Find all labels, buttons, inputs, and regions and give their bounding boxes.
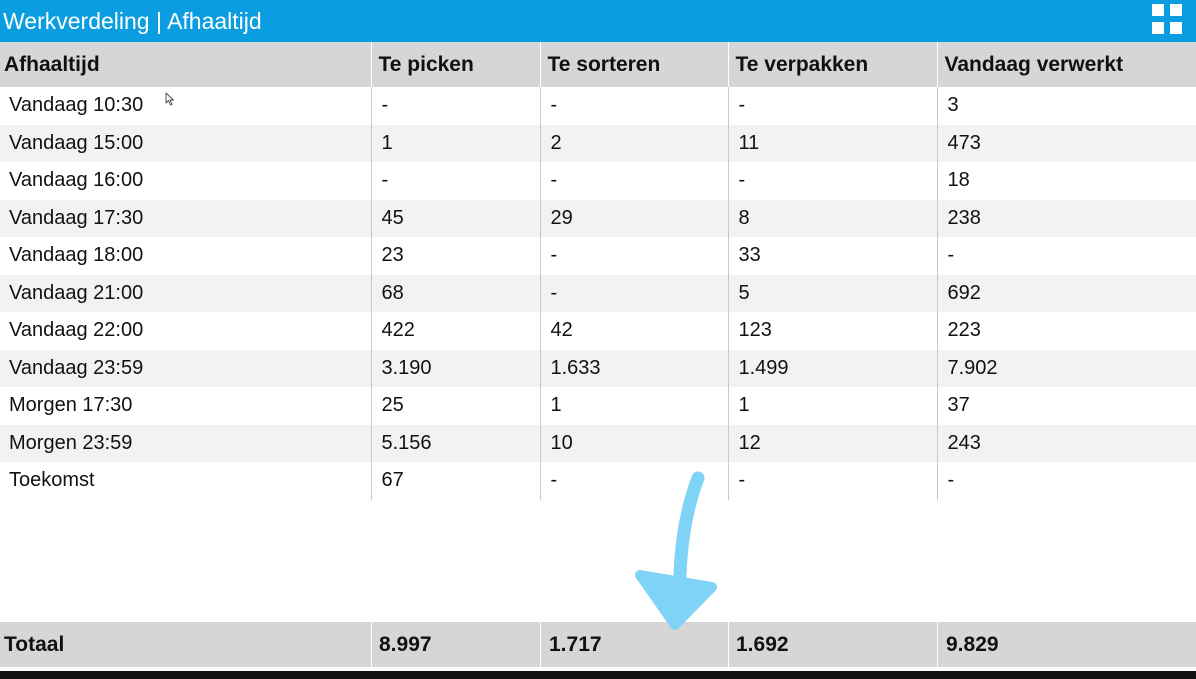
cell-to-pack: 11 — [727, 124, 937, 162]
cell-to-sort: - — [539, 462, 728, 500]
cell-to-sort: 42 — [539, 312, 728, 350]
cell-to-sort: 1.633 — [539, 349, 728, 387]
column-header-to-pick[interactable]: Te picken — [370, 42, 540, 87]
cell-processed-today: 243 — [936, 424, 1196, 462]
cell-to-pack: 12 — [727, 424, 937, 462]
cell-to-pick: 422 — [370, 312, 540, 350]
cell-to-sort: - — [539, 274, 728, 312]
cell-to-pick: 3.190 — [370, 349, 540, 387]
cell-processed-today: 473 — [936, 124, 1196, 162]
cell-pickup-time: Vandaag 15:00 — [0, 124, 371, 162]
page-title: Werkverdeling | Afhaaltijd — [3, 8, 262, 34]
cell-processed-today: 37 — [936, 387, 1196, 425]
mouse-cursor-icon — [165, 92, 174, 106]
cell-pickup-time: Morgen 17:30 — [0, 387, 371, 425]
cell-processed-today: 3 — [936, 87, 1196, 125]
table-row[interactable]: Vandaag 10:30 - - - 3 — [0, 87, 1196, 125]
cell-pickup-time: Morgen 23:59 — [0, 424, 371, 462]
table-row[interactable]: Toekomst 67 - - - — [0, 462, 1196, 500]
total-to-pack: 1.692 — [728, 622, 789, 667]
cell-to-sort: 1 — [539, 387, 728, 425]
cell-processed-today: 692 — [936, 274, 1196, 312]
cell-to-pack: 8 — [727, 199, 937, 237]
cell-pickup-time: Vandaag 22:00 — [0, 312, 371, 350]
cell-to-pack: 33 — [727, 237, 937, 275]
cell-pickup-time: Vandaag 16:00 — [0, 162, 371, 200]
total-to-pick: 8.997 — [371, 622, 432, 667]
cell-pickup-time: Vandaag 21:00 — [0, 274, 371, 312]
cell-pickup-time: Vandaag 17:30 — [0, 199, 371, 237]
table-row[interactable]: Morgen 17:30 25 1 1 37 — [0, 387, 1196, 425]
cell-pickup-time: Vandaag 18:00 — [0, 237, 371, 275]
cell-processed-today: 7.902 — [936, 349, 1196, 387]
cell-to-pack: - — [727, 462, 937, 500]
table-row[interactable]: Vandaag 21:00 68 - 5 692 — [0, 274, 1196, 312]
grid-icon-square — [1152, 4, 1164, 16]
cell-to-pick: 5.156 — [370, 424, 540, 462]
cell-pickup-time: Vandaag 23:59 — [0, 349, 371, 387]
total-processed-today: 9.829 — [937, 622, 999, 667]
table-row[interactable]: Vandaag 22:00 422 42 123 223 — [0, 312, 1196, 350]
cell-to-pick: 45 — [370, 199, 540, 237]
cell-to-pick: 23 — [370, 237, 540, 275]
total-to-sort: 1.717 — [540, 622, 602, 667]
cell-to-sort: - — [539, 87, 728, 125]
cell-to-pick: - — [370, 87, 540, 125]
cell-to-sort: 29 — [539, 199, 728, 237]
cell-processed-today: 18 — [936, 162, 1196, 200]
title-bar: Werkverdeling | Afhaaltijd — [0, 0, 1196, 42]
cell-to-sort: 2 — [539, 124, 728, 162]
cell-processed-today: - — [936, 462, 1196, 500]
cell-processed-today: 238 — [936, 199, 1196, 237]
column-header-pickup-time[interactable]: Afhaaltijd — [0, 42, 371, 87]
bottom-bar — [0, 671, 1196, 679]
cell-to-pick: 68 — [370, 274, 540, 312]
cell-to-pack: - — [727, 162, 937, 200]
grid-icon-square — [1152, 22, 1164, 34]
table-row[interactable]: Vandaag 23:59 3.190 1.633 1.499 7.902 — [0, 349, 1196, 387]
cell-processed-today: - — [936, 237, 1196, 275]
cell-to-pack: 123 — [727, 312, 937, 350]
grid-icon[interactable] — [1152, 4, 1184, 36]
column-header-to-sort[interactable]: Te sorteren — [539, 42, 728, 87]
table-row[interactable]: Morgen 23:59 5.156 10 12 243 — [0, 424, 1196, 462]
column-header-to-pack[interactable]: Te verpakken — [727, 42, 937, 87]
table-row[interactable]: Vandaag 18:00 23 - 33 - — [0, 237, 1196, 275]
cell-to-pack: - — [727, 87, 937, 125]
cell-pickup-time: Toekomst — [0, 462, 371, 500]
table-row[interactable]: Vandaag 17:30 45 29 8 238 — [0, 199, 1196, 237]
cell-to-sort: - — [539, 162, 728, 200]
cell-to-pick: 25 — [370, 387, 540, 425]
cell-pickup-time: Vandaag 10:30 — [0, 87, 371, 125]
grid-icon-square — [1170, 22, 1182, 34]
grid-icon-square — [1170, 4, 1182, 16]
cell-processed-today: 223 — [936, 312, 1196, 350]
cell-to-pick: 1 — [370, 124, 540, 162]
totals-row: Totaal 8.997 1.717 1.692 9.829 — [0, 622, 1196, 667]
cell-to-sort: - — [539, 237, 728, 275]
totals-label: Totaal — [4, 633, 65, 656]
pickup-time-table: Afhaaltijd Te picken Te sorteren Te verp… — [0, 42, 1196, 500]
cell-to-pick: - — [370, 162, 540, 200]
cell-to-pick: 67 — [370, 462, 540, 500]
cell-to-sort: 10 — [539, 424, 728, 462]
table-row[interactable]: Vandaag 15:00 1 2 11 473 — [0, 124, 1196, 162]
cell-to-pack: 1 — [727, 387, 937, 425]
table-header-row: Afhaaltijd Te picken Te sorteren Te verp… — [0, 42, 1196, 87]
cell-to-pack: 5 — [727, 274, 937, 312]
cell-to-pack: 1.499 — [727, 349, 937, 387]
column-header-processed-today[interactable]: Vandaag verwerkt — [936, 42, 1196, 87]
table-row[interactable]: Vandaag 16:00 - - - 18 — [0, 162, 1196, 200]
